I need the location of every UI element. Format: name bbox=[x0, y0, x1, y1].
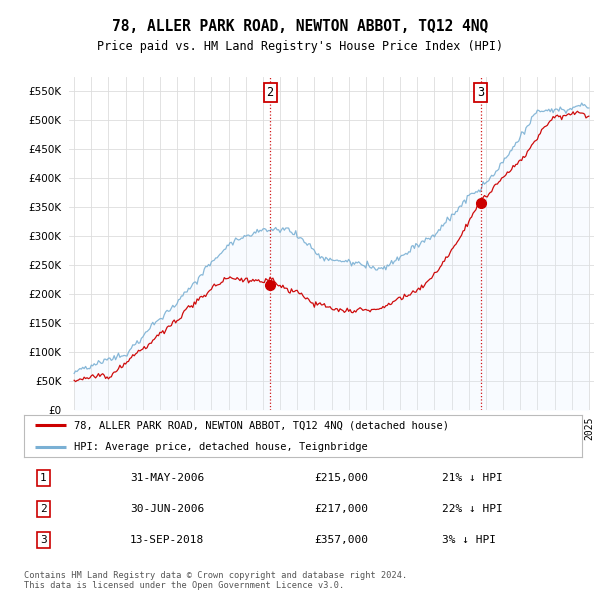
Text: 78, ALLER PARK ROAD, NEWTON ABBOT, TQ12 4NQ (detached house): 78, ALLER PARK ROAD, NEWTON ABBOT, TQ12 … bbox=[74, 421, 449, 430]
Text: 3% ↓ HPI: 3% ↓ HPI bbox=[443, 535, 497, 545]
Text: 21% ↓ HPI: 21% ↓ HPI bbox=[443, 473, 503, 483]
Text: £357,000: £357,000 bbox=[314, 535, 368, 545]
Text: HPI: Average price, detached house, Teignbridge: HPI: Average price, detached house, Teig… bbox=[74, 442, 368, 451]
Text: 30-JUN-2006: 30-JUN-2006 bbox=[130, 504, 204, 514]
Text: 3: 3 bbox=[478, 86, 484, 99]
Text: 3: 3 bbox=[40, 535, 47, 545]
Text: 13-SEP-2018: 13-SEP-2018 bbox=[130, 535, 204, 545]
Text: Price paid vs. HM Land Registry's House Price Index (HPI): Price paid vs. HM Land Registry's House … bbox=[97, 40, 503, 53]
Text: 2: 2 bbox=[266, 86, 274, 99]
Text: £217,000: £217,000 bbox=[314, 504, 368, 514]
Text: 22% ↓ HPI: 22% ↓ HPI bbox=[443, 504, 503, 514]
Text: 31-MAY-2006: 31-MAY-2006 bbox=[130, 473, 204, 483]
Text: 2: 2 bbox=[40, 504, 47, 514]
Text: 78, ALLER PARK ROAD, NEWTON ABBOT, TQ12 4NQ: 78, ALLER PARK ROAD, NEWTON ABBOT, TQ12 … bbox=[112, 19, 488, 34]
Text: Contains HM Land Registry data © Crown copyright and database right 2024.
This d: Contains HM Land Registry data © Crown c… bbox=[24, 571, 407, 590]
Text: 1: 1 bbox=[40, 473, 47, 483]
Text: £215,000: £215,000 bbox=[314, 473, 368, 483]
